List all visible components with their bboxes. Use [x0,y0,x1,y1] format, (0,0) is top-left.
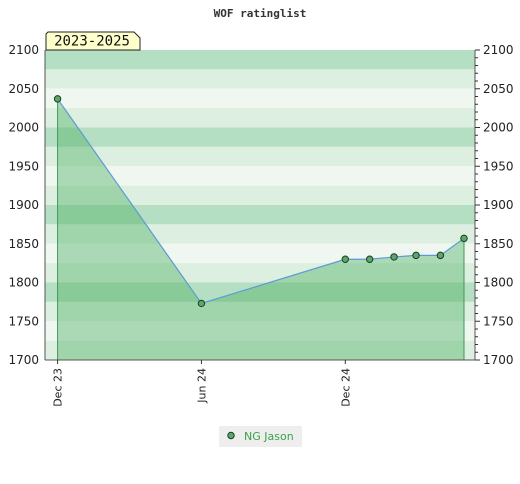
data-point[interactable] [436,251,445,260]
y-tick-label-right: 1900 [483,198,514,212]
grid-band [45,321,475,341]
grid-band [45,146,475,167]
legend-label: NG Jason [244,430,294,443]
period-badge: 2023-2025 [45,31,141,51]
grid-band [45,224,475,244]
y-tick-label-left: 1700 [8,353,39,367]
y-tick-label-left: 1750 [8,314,39,328]
axes-layer: 1700 1700 1750 1750 1800 1800 1850 1850 1900 1900… [8,43,513,407]
y-tick-label-left: 1950 [8,159,39,173]
grid-band [45,166,475,186]
x-tick-label: Dec 24 [339,368,352,407]
markers-layer [53,95,468,308]
grid-band [45,69,475,89]
legend[interactable]: NG Jason [219,426,302,447]
grid-band [45,185,475,205]
y-tick-label-right: 2000 [483,121,514,135]
data-point[interactable] [197,299,206,308]
period-badge-label: 2023-2025 [54,34,130,50]
y-tick-label-left: 2050 [8,82,39,96]
x-tick-label: Dec 23 [52,368,65,407]
period-badge-box [45,31,141,51]
background-bands [45,50,475,360]
grid-band [45,50,475,70]
y-tick-label-right: 2100 [483,43,514,57]
chart-title: WOF ratinglist [214,7,307,20]
y-tick-label-left: 1900 [8,198,39,212]
data-point[interactable] [53,95,62,103]
grid-band [45,205,475,225]
x-tick-label: Jun 24 [195,368,208,404]
grid-band [45,127,475,147]
grid-band [45,88,475,109]
y-tick-label-right: 1750 [483,314,514,328]
legend-box [219,426,302,447]
y-tick-label-right: 1800 [483,276,514,290]
y-tick-label-left: 2100 [8,43,39,57]
y-tick-label-right: 2050 [483,82,514,96]
y-tick-label-left: 2000 [8,121,39,135]
y-tick-label-right: 1950 [483,159,514,173]
data-point[interactable] [365,255,374,263]
grid-band [45,282,475,302]
area-layer [57,98,465,360]
grid-band [45,301,475,322]
y-tick-label-right: 1700 [483,353,514,367]
data-point[interactable] [460,234,468,243]
y-tick-label-right: 1850 [483,237,514,251]
data-point[interactable] [341,255,349,263]
y-tick-label-left: 1800 [8,276,39,290]
series-area [57,98,464,360]
series-line [57,98,465,305]
data-point[interactable] [412,251,420,260]
grid-band [45,108,475,128]
grid-band [45,263,475,283]
legend-marker [227,431,235,440]
grid-band [45,340,475,360]
y-tick-label-left: 1850 [8,237,39,251]
data-point[interactable] [390,253,398,261]
